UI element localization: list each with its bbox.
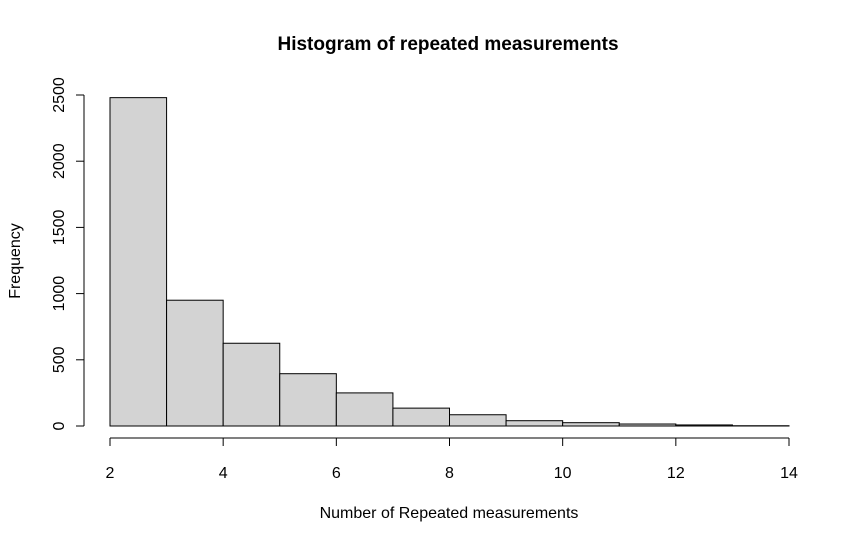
histogram-bar-11-12 [618,423,677,427]
x-tick-label-8: 8 [445,465,454,482]
histogram-bar-12-13 [675,424,733,427]
histogram-bar-3-4 [166,299,224,427]
histogram-bar-8-9 [449,414,507,427]
histogram-bar-7-8 [392,407,450,427]
histogram-bar-4-5 [222,342,281,427]
bars-group [109,97,790,427]
y-axis: 0 500 1000 1500 2000 2500 [51,77,85,430]
y-tick-label-0: 0 [51,421,68,430]
x-tick-label-4: 4 [219,465,228,482]
x-axis-label: Number of Repeated measurements [320,505,579,522]
y-axis-label: Frequency [7,223,24,299]
histogram-bar-9-10 [505,420,564,427]
chart-title: Histogram of repeated measurements [277,34,618,55]
x-tick-label-10: 10 [554,465,572,482]
histogram-bar-10-11 [562,422,620,427]
histogram-bar-5-6 [279,373,337,427]
x-tick-label-2: 2 [106,465,115,482]
x-tick-label-6: 6 [332,465,341,482]
x-tick-label-14: 14 [780,465,798,482]
y-tick-label-2000: 2000 [51,143,68,179]
histogram-bar-2-3 [109,97,168,427]
x-axis: 2 4 6 8 10 12 14 [106,437,798,482]
y-tick-label-1000: 1000 [51,276,68,312]
y-tick-label-500: 500 [51,346,68,373]
y-tick-label-2500: 2500 [51,77,68,113]
histogram-bar-6-7 [335,392,394,427]
x-tick-label-12: 12 [667,465,685,482]
y-tick-label-1500: 1500 [51,210,68,246]
